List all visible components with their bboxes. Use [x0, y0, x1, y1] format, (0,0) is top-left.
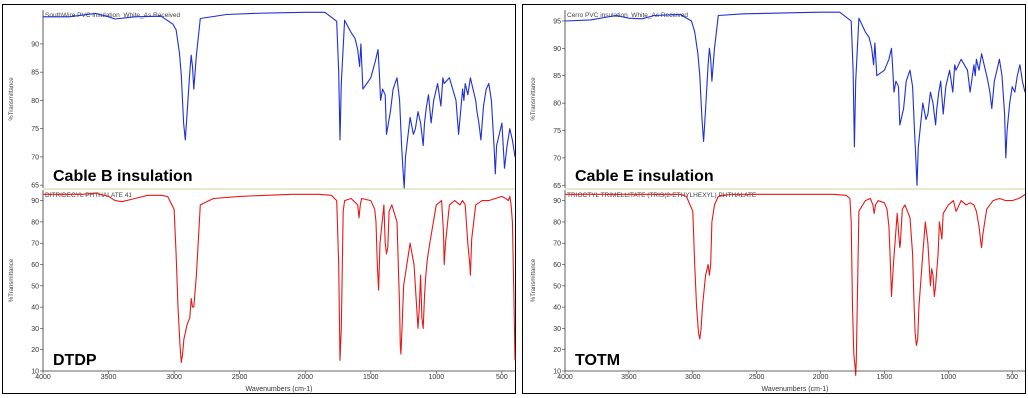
y-tick-label: 70	[31, 241, 39, 248]
sample-label: Cable E insulation	[575, 168, 714, 185]
spectrum-line-top	[564, 11, 1026, 186]
sample-label: TOTM	[575, 352, 620, 369]
x-tick-label: 500	[1006, 374, 1018, 381]
x-tick-label: 4000	[35, 374, 51, 381]
y-tick-label: 85	[553, 73, 561, 80]
y-tick-label: 10	[553, 369, 561, 376]
y-axis-label: %Transmittance	[9, 77, 15, 121]
trace-title: TRIOCTYL TRIMELLITATE (TRIS(2-ETHYLHEXYL…	[567, 192, 757, 199]
trace-title: DITRIDECYL PHTHALATE 41	[45, 192, 132, 199]
y-tick-label: 65	[31, 183, 39, 190]
sample-label: Cable B insulation	[53, 168, 193, 185]
trace-title: SouthWire PVC insulation_White_As Receiv…	[45, 12, 181, 19]
y-tick-label: 30	[553, 326, 561, 333]
y-tick-label: 90	[553, 46, 561, 53]
y-tick-label: 70	[553, 155, 561, 162]
spectrum-panel-right: 65 70 75 80 85 90 95 %Transmittance Cerro PVC in…	[522, 4, 1026, 394]
y-tick-label: 70	[553, 241, 561, 248]
y-tick-label: 80	[31, 219, 39, 226]
y-tick-label: 75	[31, 126, 39, 133]
x-tick-label: 2000	[813, 374, 829, 381]
y-tick-label: 85	[31, 70, 39, 77]
y-tick-label: 10	[31, 369, 39, 376]
x-tick-label: 3500	[621, 374, 637, 381]
spectrum-chart-right: 65 70 75 80 85 90 95 %Transmittance Cerro PVC in…	[531, 10, 1026, 393]
y-tick-label: 90	[31, 41, 39, 48]
x-tick-label: 3500	[101, 374, 117, 381]
spectrum-chart-left: 65 70 75 80 85 90 %Transmittance SouthWire PVC …	[9, 10, 516, 393]
spectrum-panel-left: 65 70 75 80 85 90 %Transmittance SouthWire PVC …	[2, 4, 516, 394]
trace-title: Cerro PVC insulation_White_As Received	[567, 12, 688, 19]
x-tick-label: 3000	[166, 374, 182, 381]
spectrum-line-bottom	[43, 192, 516, 364]
x-tick-label: 4000	[557, 374, 573, 381]
y-tick-label: 80	[553, 101, 561, 108]
y-tick-label: 90	[31, 198, 39, 205]
y-tick-label: 90	[553, 198, 561, 205]
y-tick-label: 20	[553, 347, 561, 354]
y-axis-label: %Transmittance	[9, 258, 15, 302]
y-axis-label: %Transmittance	[531, 258, 537, 302]
y-tick-label: 75	[553, 128, 561, 135]
x-tick-label: 1000	[429, 374, 445, 381]
x-tick-label: 2500	[749, 374, 765, 381]
sample-label: DTDP	[53, 352, 97, 369]
x-tick-label: 1500	[363, 374, 379, 381]
y-tick-label: 70	[31, 154, 39, 161]
y-tick-label: 50	[31, 283, 39, 290]
x-tick-label: 1500	[877, 374, 893, 381]
y-tick-label: 80	[31, 98, 39, 105]
x-tick-label: 1000	[941, 374, 957, 381]
x-tick-label: 2000	[297, 374, 313, 381]
x-axis-label: Wavenumbers (cm-1)	[245, 386, 312, 393]
y-tick-label: 40	[31, 305, 39, 312]
y-tick-label: 60	[31, 262, 39, 269]
x-tick-label: 500	[496, 374, 508, 381]
y-tick-label: 95	[553, 18, 561, 25]
spectrum-line-bottom	[565, 193, 1026, 376]
y-tick-label: 60	[553, 262, 561, 269]
y-axis-label: %Transmittance	[531, 77, 537, 121]
x-tick-label: 2500	[232, 374, 248, 381]
y-tick-label: 30	[31, 326, 39, 333]
x-tick-label: 3000	[685, 374, 701, 381]
y-tick-label: 50	[553, 283, 561, 290]
y-tick-label: 20	[31, 347, 39, 354]
x-axis-label: Wavenumbers (cm-1)	[761, 386, 828, 393]
spectrum-line-top	[43, 11, 516, 189]
y-tick-label: 40	[553, 305, 561, 312]
y-tick-label: 65	[553, 183, 561, 190]
y-tick-label: 80	[553, 219, 561, 226]
